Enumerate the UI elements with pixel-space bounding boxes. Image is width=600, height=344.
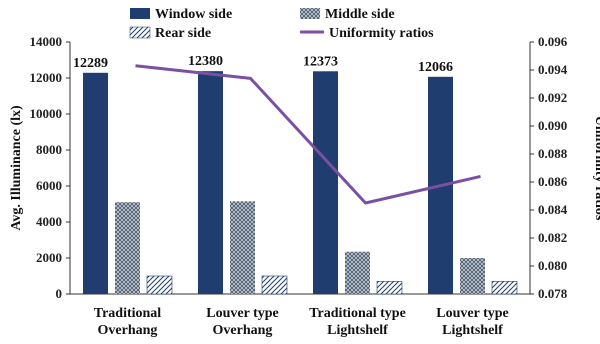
y-tick-label-left: 14000 [30, 34, 63, 49]
y-tick-label-left: 6000 [36, 178, 62, 193]
bar-rear-side [491, 281, 518, 295]
bar-window-side [313, 71, 338, 294]
y-axis-title-left: Avg. Illuminance (lx) [9, 105, 24, 231]
y-tick-label-right: 0.092 [538, 90, 567, 105]
data-label-window-side: 12066 [418, 60, 453, 75]
data-label-window-side: 12289 [73, 56, 108, 71]
y-tick-label-left: 4000 [36, 214, 62, 229]
y-tick-label-right: 0.090 [538, 118, 567, 133]
legend-swatch-rear-side [129, 26, 151, 39]
bar-rear-side [261, 275, 288, 295]
bar-window-side [83, 72, 108, 294]
y-tick-label-right: 0.082 [538, 230, 567, 245]
y-tick-label-left: 10000 [30, 106, 63, 121]
bar-rear-side [146, 275, 173, 295]
y-axis-title-right: Uniformity ratios [592, 116, 600, 221]
y-axis-ticks-right: 0.078 0.080 0.082 0.084 0.086 0.088 0.090 0.092… [530, 34, 568, 301]
y-tick-label-right: 0.094 [538, 62, 568, 77]
x-category-label: Traditional type Lightshelf [309, 306, 406, 338]
bar-middle-side [230, 201, 255, 294]
data-label-window-side: 12373 [303, 54, 338, 69]
bar-middle-side [115, 202, 140, 294]
y-tick-label-right: 0.080 [538, 258, 567, 273]
y-tick-label-right: 0.084 [538, 202, 568, 217]
legend-label-uniformity: Uniformity ratios [329, 26, 434, 41]
bar-middle-side [460, 258, 485, 294]
legend: Window side Middle side Rear side Unifor… [129, 7, 434, 41]
legend-label-middle-side: Middle side [325, 7, 395, 22]
x-category-label: Louver type Overhang [206, 306, 278, 338]
uniformity-ratio-line [135, 64, 481, 205]
bar-middle-side [345, 251, 370, 294]
data-label-window-side: 12380 [188, 54, 223, 69]
x-category-label: Traditional Overhang [94, 306, 162, 338]
uniformity-line-layer [135, 64, 481, 205]
y-tick-label-right: 0.078 [538, 286, 568, 301]
bar-rear-side [376, 281, 403, 295]
data-labels: 12289 12380 12373 12066 [73, 54, 453, 75]
y-tick-label-left: 0 [56, 286, 63, 301]
bar-window-side [198, 71, 223, 294]
y-axis-ticks-left: 0 2000 4000 6000 8000 10000 12000 14000 [30, 34, 70, 301]
y-tick-label-left: 8000 [36, 142, 62, 157]
x-category-label: Louver type Lightshelf [436, 306, 508, 338]
y-tick-label-right: 0.088 [538, 146, 568, 161]
category-labels: Traditional Overhang Louver type Overhang Tr… [94, 306, 509, 338]
y-tick-label-left: 2000 [36, 250, 62, 265]
legend-label-window-side: Window side [155, 7, 232, 22]
legend-swatch-window-side [130, 8, 150, 19]
y-tick-label-left: 12000 [30, 70, 63, 85]
y-tick-label-right: 0.096 [538, 34, 568, 49]
y-tick-label-right: 0.086 [538, 174, 568, 189]
legend-label-rear-side: Rear side [155, 26, 211, 41]
legend-swatch-middle-side [300, 8, 320, 19]
